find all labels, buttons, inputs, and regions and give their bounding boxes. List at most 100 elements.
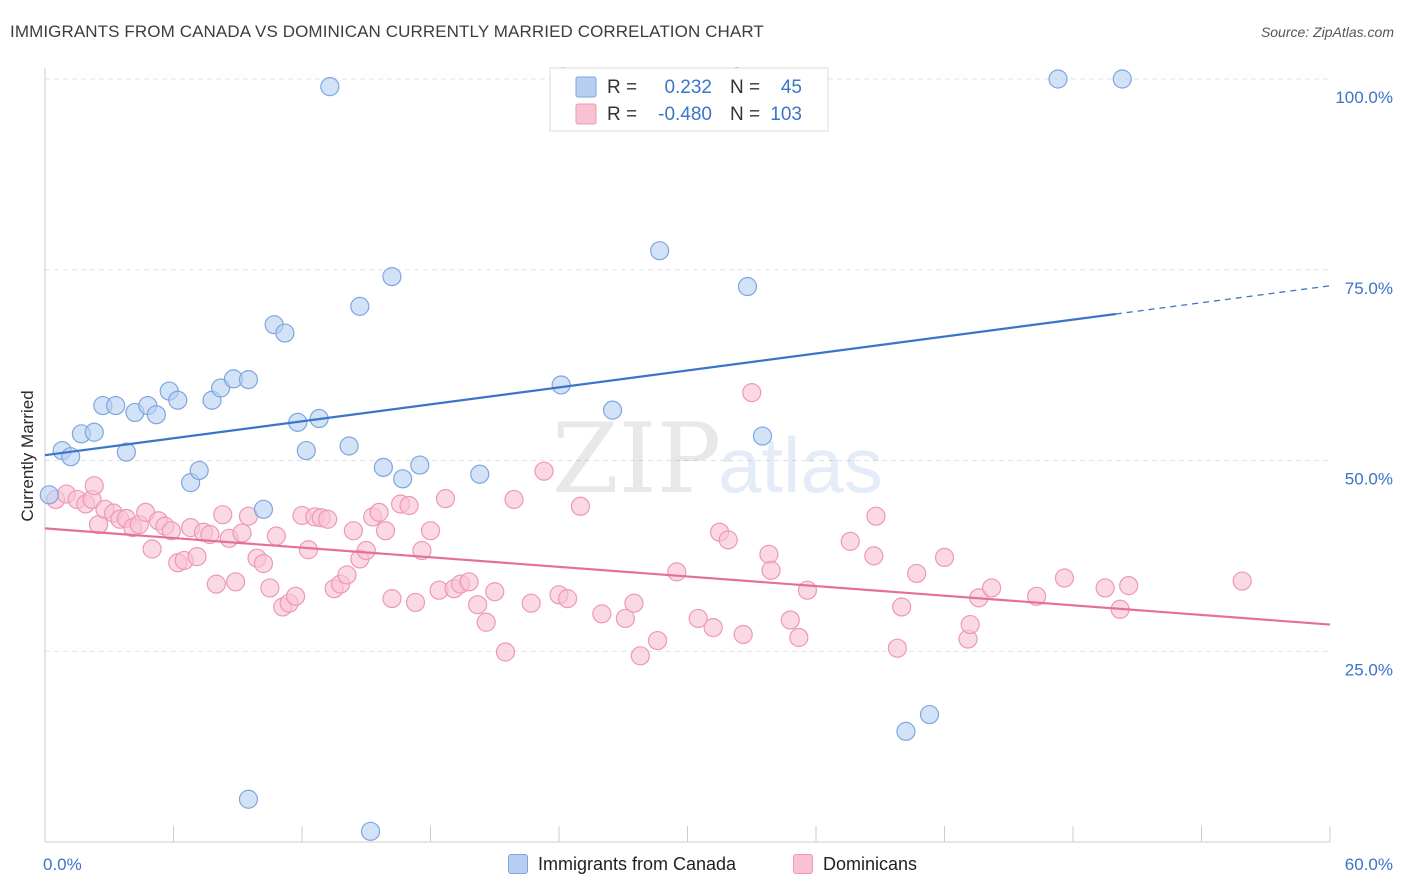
dominican-point-68 xyxy=(534,461,554,481)
canada-point-0 xyxy=(39,485,59,505)
canada-point-27 xyxy=(339,436,359,456)
stats-legend-dominican-swatch xyxy=(575,103,597,125)
stats-legend-dominican-n-label: N = xyxy=(730,104,760,125)
dominican-point-32 xyxy=(260,578,280,598)
dominican-point-31 xyxy=(253,553,274,574)
dominican-point-89 xyxy=(840,531,860,551)
stats-legend-canada-swatch xyxy=(575,76,597,98)
dominican-point-36 xyxy=(285,586,306,606)
canada-trend-line xyxy=(44,312,1116,457)
legend-item-dominicans: Dominicans xyxy=(793,852,917,876)
canada-point-20 xyxy=(253,499,274,519)
dominican-point-50 xyxy=(375,521,396,541)
canada-point-26 xyxy=(320,77,340,97)
dominican-point-38 xyxy=(298,540,319,560)
dominican-point-63 xyxy=(476,612,496,632)
canada-point-40 xyxy=(737,276,758,297)
dominican-point-102 xyxy=(1095,578,1115,598)
canada-point-14 xyxy=(189,460,209,481)
dominican-point-91 xyxy=(866,506,886,526)
canada-point-7 xyxy=(116,442,136,462)
dominican-point-101 xyxy=(1054,568,1075,588)
dominican-point-87 xyxy=(789,627,809,648)
y-tick-label-0: 25.0% xyxy=(1345,660,1393,679)
dominican-point-79 xyxy=(703,617,723,638)
dominican-point-47 xyxy=(356,540,376,561)
stats-legend-canada-r-label: R = xyxy=(607,77,637,98)
watermark-atlas: atlas xyxy=(718,421,883,509)
canada-point-24 xyxy=(296,440,316,461)
watermark: ZIP atlas xyxy=(552,403,883,515)
dominican-point-83 xyxy=(742,382,762,403)
dominican-point-45 xyxy=(343,521,363,541)
canada-point-35 xyxy=(551,375,571,395)
dominican-point-33 xyxy=(266,526,286,546)
canada-point-18 xyxy=(238,370,259,390)
canada-point-30 xyxy=(373,457,393,477)
canada-point-44 xyxy=(1048,69,1068,89)
canada-trend-extension xyxy=(1115,285,1331,315)
chart-title: IMMIGRANTS FROM CANADA VS DOMINICAN CURR… xyxy=(10,22,764,41)
dominican-point-53 xyxy=(399,495,419,516)
canada-point-22 xyxy=(275,323,295,343)
dominican-point-86 xyxy=(780,610,800,630)
dominican-point-41 xyxy=(318,509,338,529)
dominican-point-94 xyxy=(907,563,927,584)
legend-label-canada: Immigrants from Canada xyxy=(538,853,737,874)
canada-point-32 xyxy=(393,469,413,489)
canada-point-29 xyxy=(360,821,381,841)
legend-label-dominicans: Dominicans xyxy=(823,853,918,874)
canada-point-34 xyxy=(470,464,490,484)
stats-legend-canada-r-value: 0.232 xyxy=(664,77,712,98)
canada-point-12 xyxy=(168,390,188,410)
dominican-point-54 xyxy=(405,592,426,613)
dominican-point-75 xyxy=(630,646,650,666)
legend-item-canada: Immigrants from Canada xyxy=(508,852,736,876)
stats-legend-dominican-n-value: 103 xyxy=(770,104,802,125)
dominican-trend-line xyxy=(44,527,1331,626)
dominican-point-74 xyxy=(624,593,644,613)
canada-point-33 xyxy=(410,455,430,475)
dominican-point-93 xyxy=(892,597,912,617)
canada-point-43 xyxy=(919,704,940,725)
dominican-point-61 xyxy=(459,572,479,592)
dominican-point-5 xyxy=(84,476,104,496)
dominican-point-58 xyxy=(435,489,456,509)
dominican-point-17 xyxy=(161,521,181,541)
dominican-point-85 xyxy=(761,560,781,580)
dominican-point-100 xyxy=(1026,586,1047,606)
dominican-point-49 xyxy=(369,502,389,522)
dominican-point-78 xyxy=(688,608,708,629)
stats-legend: R = 0.232 N = 45 R = -0.480 N = 103 xyxy=(549,67,829,132)
canada-point-4 xyxy=(84,422,104,442)
tick-labels: 25.0% 50.0% 75.0% 100.0% 0.0% 60.0% xyxy=(43,88,1393,874)
dominican-point-51 xyxy=(382,589,402,609)
canada-point-37 xyxy=(602,400,623,420)
dominican-point-25 xyxy=(213,505,233,525)
dominican-point-56 xyxy=(420,521,441,541)
grid-lines xyxy=(45,78,1330,652)
dominican-point-84 xyxy=(759,544,779,564)
stats-legend-dominican-r-label: R = xyxy=(607,104,637,125)
dominican-point-99 xyxy=(982,578,1002,598)
x-tick-label-1: 60.0% xyxy=(1345,855,1393,874)
dominican-point-66 xyxy=(504,489,524,510)
x-tick-label-0: 0.0% xyxy=(43,855,82,874)
dominican-point-105 xyxy=(1232,571,1252,591)
stats-legend-canada-n-value: 45 xyxy=(781,77,802,98)
dominican-point-76 xyxy=(647,630,668,651)
source-credit: Source: ZipAtlas.com xyxy=(1260,24,1394,40)
dominican-point-67 xyxy=(521,593,541,613)
dominican-point-82 xyxy=(733,624,753,645)
canada-point-19 xyxy=(238,789,259,809)
dominican-point-21 xyxy=(187,547,207,567)
canada-point-28 xyxy=(350,296,370,316)
dominican-point-64 xyxy=(485,582,505,602)
legend-swatch-canada xyxy=(508,854,528,874)
stats-legend-dominican-r-value: -0.480 xyxy=(658,104,712,125)
dominican-point-27 xyxy=(226,572,246,592)
dominican-point-70 xyxy=(557,589,578,609)
stats-legend-canada-n-label: N = xyxy=(730,77,760,98)
dominican-point-104 xyxy=(1119,576,1139,596)
